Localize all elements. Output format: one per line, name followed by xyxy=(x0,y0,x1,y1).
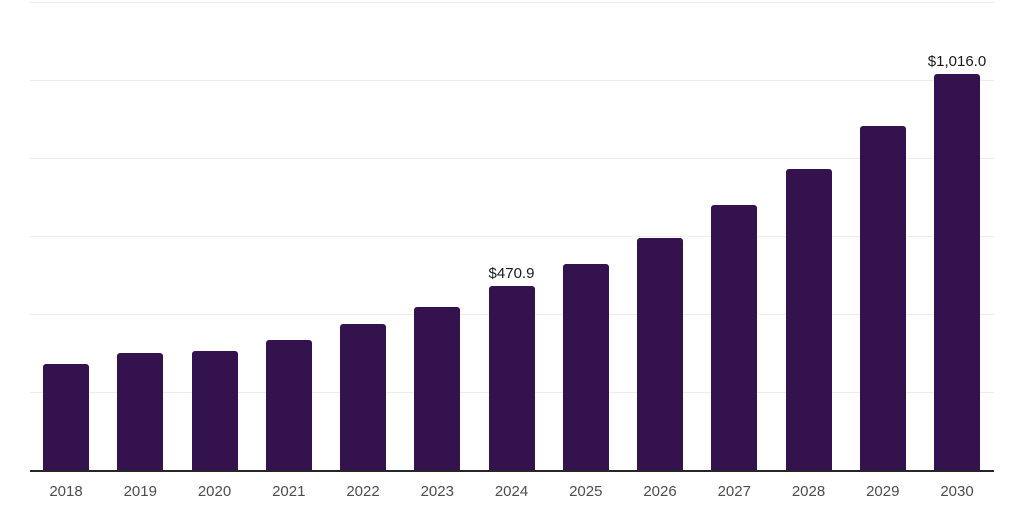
tick-label-2028: 2028 xyxy=(791,483,826,500)
tick-label-2018: 2018 xyxy=(49,483,83,500)
tick-label-2020: 2020 xyxy=(197,483,232,500)
tick-label-2019: 2019 xyxy=(123,483,157,500)
bar-2028 xyxy=(785,168,832,470)
gridline-1200 xyxy=(30,2,994,3)
bar-2030: $1,016.0 xyxy=(928,54,986,470)
bar-2027 xyxy=(711,205,758,470)
bar-2018 xyxy=(43,363,89,470)
bar-2029 xyxy=(859,126,906,470)
tick-label-2025: 2025 xyxy=(569,483,603,500)
tick-label-2022: 2022 xyxy=(346,483,380,500)
bar-2022 xyxy=(340,324,386,470)
gridline-1000 xyxy=(30,80,994,81)
bar-2021 xyxy=(265,339,312,470)
tick-label-2030: 2030 xyxy=(940,483,974,500)
data-label-2024: $470.9 xyxy=(488,265,535,283)
bar-2019 xyxy=(117,353,164,470)
plot-area: $470.9 $1,016.0 xyxy=(30,2,994,470)
x-axis-tick-labels: 2018 2019 2020 2021 2022 2023 2024 2025 2026 2027… xyxy=(30,484,994,499)
gridline-600 xyxy=(30,236,994,237)
bar-2023 xyxy=(414,306,461,470)
tick-label-2021: 2021 xyxy=(272,483,306,500)
bar-2026 xyxy=(637,238,683,470)
tick-label-2023: 2023 xyxy=(420,483,454,500)
tick-label-2029: 2029 xyxy=(866,483,900,500)
tick-label-2026: 2026 xyxy=(643,483,677,500)
data-label-2030: $1,016.0 xyxy=(927,52,987,70)
bar-2020 xyxy=(191,351,238,470)
bars: $470.9 $1,016.0 xyxy=(30,2,994,470)
gridline-800 xyxy=(30,158,994,159)
tick-label-2027: 2027 xyxy=(717,483,751,500)
tick-label-2024: 2024 xyxy=(494,483,529,500)
bar-2024: $470.9 xyxy=(488,266,535,470)
x-axis-line xyxy=(30,470,994,472)
bar-2025 xyxy=(562,264,609,470)
